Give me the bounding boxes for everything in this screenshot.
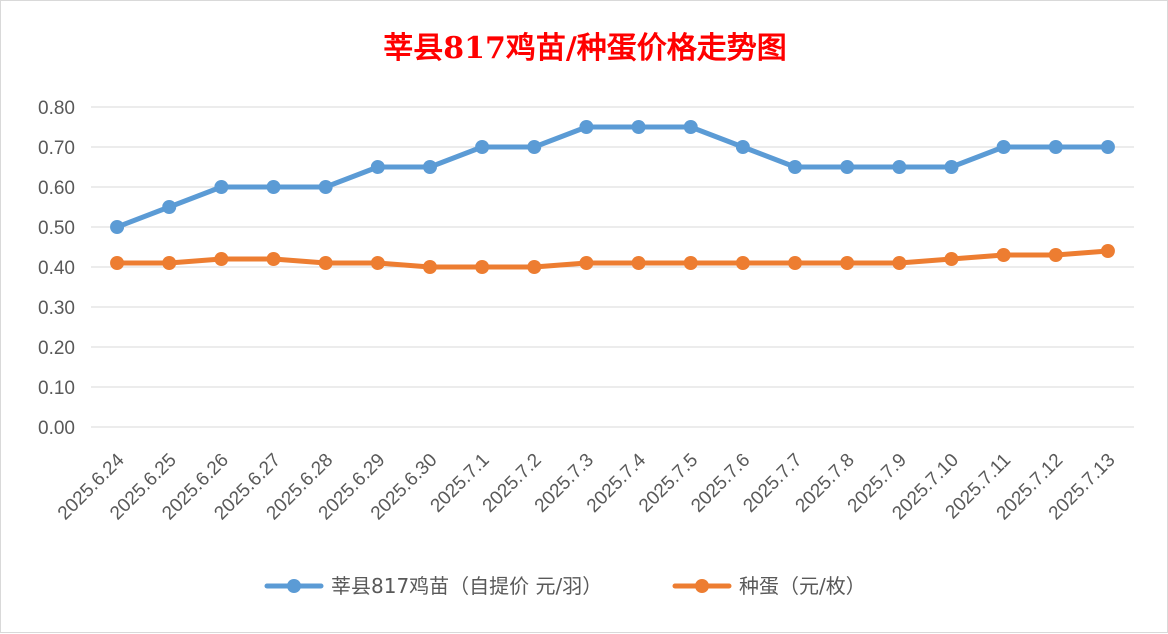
data-point[interactable]	[527, 260, 542, 274]
legend-label-egg: 种蛋（元/枚）	[739, 574, 866, 598]
data-point[interactable]	[996, 140, 1011, 154]
legend-item-egg[interactable]: 种蛋（元/枚）	[672, 574, 866, 598]
y-tick-label: 0.20	[38, 338, 75, 359]
legend-item-seedling[interactable]: 莘县817鸡苗（自提价 元/羽）	[264, 574, 602, 598]
data-point[interactable]	[788, 256, 803, 270]
data-point[interactable]	[944, 160, 959, 174]
data-point[interactable]	[422, 160, 437, 174]
data-point[interactable]	[370, 160, 385, 174]
data-point[interactable]	[422, 260, 437, 274]
data-point[interactable]	[110, 220, 125, 234]
data-point[interactable]	[475, 140, 490, 154]
data-point[interactable]	[683, 256, 698, 270]
data-point[interactable]	[1100, 140, 1115, 154]
data-point[interactable]	[579, 256, 594, 270]
data-point[interactable]	[162, 200, 177, 214]
legend-label-seedling: 莘县817鸡苗（自提价 元/羽）	[331, 574, 602, 598]
legend-marker-egg	[695, 579, 709, 593]
y-tick-label: 0.70	[38, 138, 75, 159]
series-line	[114, 124, 1111, 230]
y-tick-label: 0.80	[38, 98, 75, 119]
data-point[interactable]	[892, 160, 907, 174]
data-point[interactable]	[579, 120, 594, 134]
y-tick-label: 0.50	[38, 218, 75, 239]
data-point[interactable]	[996, 248, 1011, 262]
y-tick-label: 0.40	[38, 258, 75, 279]
data-point[interactable]	[683, 120, 698, 134]
data-point[interactable]	[370, 256, 385, 270]
data-point[interactable]	[735, 256, 750, 270]
data-point[interactable]	[1048, 248, 1063, 262]
data-point[interactable]	[527, 140, 542, 154]
data-point[interactable]	[788, 160, 803, 174]
data-point[interactable]	[475, 260, 490, 274]
y-axis-ticks: 0.00 0.10 0.20 0.30 0.40 0.50 0.60 0.70 0.80	[38, 98, 75, 439]
data-point[interactable]	[892, 256, 907, 270]
data-point[interactable]	[1100, 244, 1115, 258]
series-lines	[110, 120, 1115, 274]
data-point[interactable]	[266, 180, 281, 194]
data-point[interactable]	[1048, 140, 1063, 154]
y-tick-label: 0.60	[38, 178, 75, 199]
series-line	[114, 248, 1111, 270]
data-point[interactable]	[944, 252, 959, 266]
y-tick-label: 0.30	[38, 298, 75, 319]
y-tick-label: 0.10	[38, 378, 75, 399]
data-point[interactable]	[214, 252, 229, 266]
data-point[interactable]	[318, 180, 333, 194]
series-seedling	[110, 120, 1115, 234]
data-point[interactable]	[318, 256, 333, 270]
chart-title: 莘县817鸡苗/种蛋价格走势图	[383, 31, 787, 66]
data-point[interactable]	[162, 256, 177, 270]
data-point[interactable]	[735, 140, 750, 154]
legend: 莘县817鸡苗（自提价 元/羽） 种蛋（元/枚）	[264, 574, 866, 598]
data-point[interactable]	[631, 120, 646, 134]
legend-marker-seedling	[287, 579, 301, 593]
data-point[interactable]	[110, 256, 125, 270]
x-axis-ticks: 2025.6.242025.6.252025.6.262025.6.272025…	[54, 449, 1119, 524]
data-point[interactable]	[266, 252, 281, 266]
data-point[interactable]	[840, 256, 855, 270]
y-tick-label: 0.00	[38, 418, 75, 439]
series-egg	[110, 244, 1115, 274]
data-point[interactable]	[631, 256, 646, 270]
data-point[interactable]	[214, 180, 229, 194]
data-point[interactable]	[840, 160, 855, 174]
